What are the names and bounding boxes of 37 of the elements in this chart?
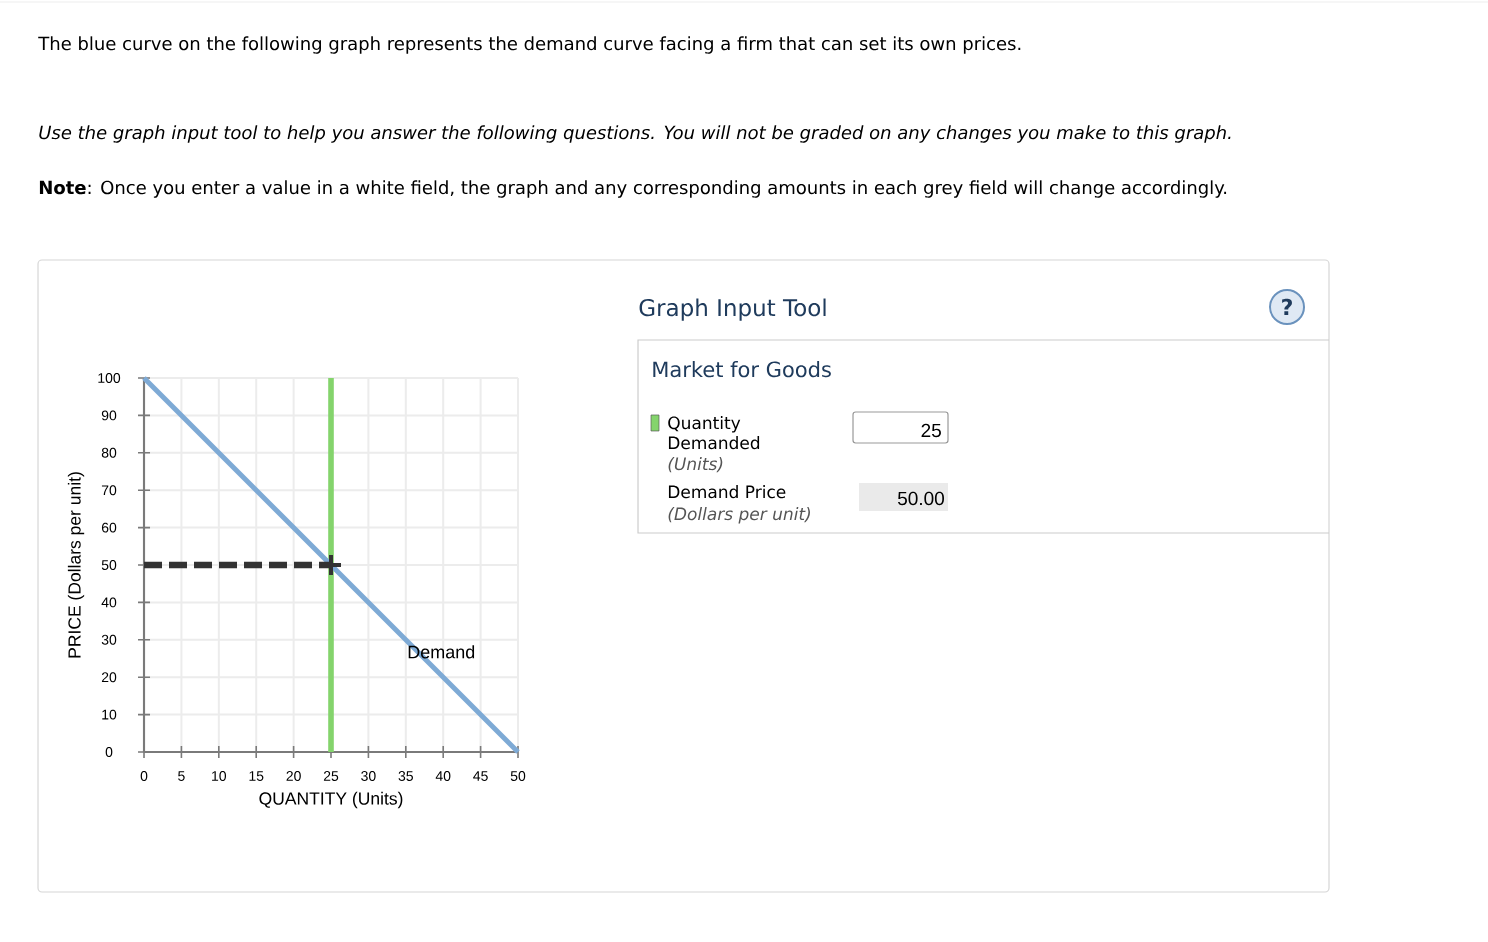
y-axis-title: PRICE (Dollars per unit) (67, 472, 85, 658)
x-axis-title: QUANTITY (Units) (259, 791, 403, 809)
text: ? (1282, 298, 1292, 315)
text: 25 (921, 423, 941, 438)
x-tick-label: 15 (249, 771, 264, 781)
x-tick-label: 45 (473, 771, 488, 781)
y-tick-label: 100 (98, 373, 121, 383)
y-tick-label: 60 (101, 522, 117, 533)
y-tick-label: 70 (101, 485, 117, 496)
x-tick-label: 30 (361, 771, 376, 781)
x-tick-label: 20 (286, 771, 301, 781)
series-label: Demand (408, 645, 475, 659)
x-tick-label: 0 (140, 771, 148, 781)
text: Use the graph input tool to help you answer the following questions. You will not be graded on any changes you make to this graph. (39, 125, 1231, 143)
text: Quantity Demanded (668, 416, 760, 450)
text: (Units) (668, 457, 723, 473)
text: (Dollars per unit) (668, 507, 810, 524)
text: Market for Goods (653, 361, 831, 378)
y-tick-label: 40 (101, 597, 117, 608)
x-tick-label: 5 (178, 771, 185, 781)
y-tick-label: 90 (101, 410, 117, 421)
x-tick-label: 25 (323, 771, 339, 781)
text: 50.00 (897, 491, 944, 506)
y-tick-label: 30 (101, 634, 117, 645)
text: Demand Price (668, 485, 786, 499)
x-tick-label: 35 (398, 771, 413, 781)
text: Note: Once you enter a value in a white field, the graph and any corresponding amounts in each grey field will change accordingly. (39, 180, 1227, 198)
y-tick-label: 50 (101, 560, 117, 570)
y-tick-label: 0 (105, 747, 113, 757)
x-tick-label: 10 (212, 771, 227, 781)
y-tick-label: 10 (102, 709, 117, 720)
chart-title: The blue curve on the following graph represents the demand curve facing a firm that can set its own prices. (38, 36, 1021, 54)
x-tick-label: 40 (435, 771, 451, 781)
y-tick-label: 20 (101, 672, 117, 683)
x-tick-label: 50 (510, 771, 526, 781)
text: Graph Input Tool (639, 298, 826, 321)
y-tick-label: 80 (101, 447, 117, 458)
